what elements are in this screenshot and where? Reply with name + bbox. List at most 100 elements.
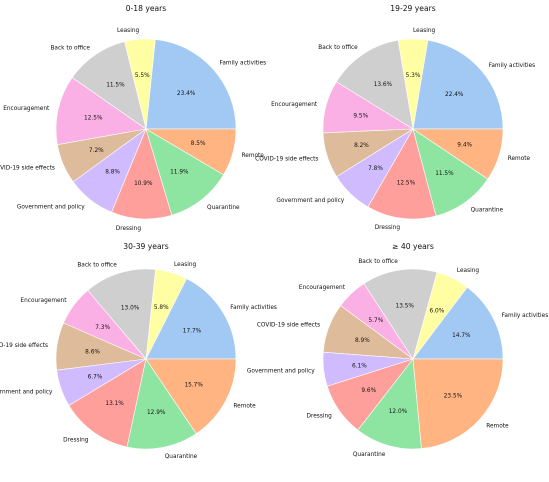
pie-panel-30-39-years: 30-39 years 17.7% Family activities 5.8% Le…	[0, 242, 277, 460]
slice-category-label: Dressing	[375, 225, 401, 231]
slice-percent-label: 14.7%	[452, 333, 471, 339]
pie-panel-0-18-years: 0-18 years 23.4% Family activities 5.5% Lea…	[0, 4, 266, 232]
slice-category-label: Back to office	[318, 45, 358, 51]
slice-category-label: Leasing	[174, 262, 197, 268]
slice-category-label: COVID-19 side effects	[0, 166, 55, 172]
slice-percent-label: 7.2%	[89, 148, 104, 154]
slice-percent-label: 9.4%	[457, 143, 472, 149]
slice-percent-label: 13.6%	[374, 82, 393, 88]
slice-percent-label: 9.6%	[361, 388, 376, 394]
chart-title: 30-39 years	[123, 242, 168, 251]
pie-slice-back-to-office	[87, 268, 156, 360]
pie-slice-back-to-office	[363, 268, 438, 360]
slice-percent-label: 8.2%	[354, 143, 369, 149]
slice-percent-label: 10.9%	[134, 181, 153, 187]
slice-percent-label: 23.5%	[444, 393, 463, 399]
chart-title: ≥ 40 years	[392, 242, 434, 251]
pie-slice-family-activities	[145, 278, 237, 360]
slice-percent-label: 8.9%	[355, 338, 370, 344]
pie-slice-family-activities	[412, 286, 504, 360]
slice-category-label: Leasing	[457, 268, 480, 274]
slice-category-label: Family activities	[489, 63, 536, 69]
slice-category-label: Encouragement	[20, 298, 67, 304]
slice-percent-label: 12.5%	[397, 181, 416, 187]
slice-percent-label: 15.7%	[184, 382, 203, 388]
slice-category-label: Quarantine	[165, 454, 198, 460]
slice-percent-label: 5.8%	[154, 305, 169, 311]
slice-category-label: Encouragement	[3, 106, 50, 112]
slice-percent-label: 23.4%	[177, 91, 196, 97]
slice-percent-label: 13.0%	[121, 305, 140, 311]
slice-category-label: Government and policy	[247, 368, 315, 374]
slice-category-label: Government and policy	[0, 389, 53, 395]
slice-category-label: Quarantine	[471, 208, 504, 214]
slice-category-label: Remote	[486, 424, 509, 430]
slice-percent-label: 13.1%	[105, 401, 124, 407]
slice-category-label: Dressing	[116, 226, 142, 232]
pie-slice-remote	[145, 358, 237, 435]
slice-percent-label: 12.9%	[147, 410, 166, 416]
slice-category-label: Dressing	[307, 414, 333, 420]
slice-category-label: Government and policy	[276, 198, 344, 204]
slice-percent-label: 17.7%	[183, 329, 202, 335]
slice-percent-label: 6.7%	[88, 375, 103, 381]
slice-category-label: Back to office	[358, 259, 398, 265]
slice-category-label: Remote	[508, 156, 531, 162]
slice-category-label: Back to office	[50, 45, 90, 51]
pie-slice-quarantine	[126, 358, 197, 450]
pie-slice-quarantine	[412, 128, 489, 217]
pie-slice-back-to-office	[71, 41, 147, 130]
slice-percent-label: 12.5%	[84, 115, 103, 121]
pie-slice-dressing	[367, 128, 437, 220]
slice-percent-label: 13.5%	[396, 304, 415, 310]
slice-percent-label: 11.5%	[435, 171, 454, 177]
slice-percent-label: 11.5%	[106, 82, 125, 88]
slice-percent-label: 5.5%	[135, 73, 150, 79]
slice-category-label: Family activities	[220, 61, 267, 67]
slice-percent-label: 7.3%	[95, 325, 110, 331]
pie-slice-remote	[144, 128, 237, 176]
slice-percent-label: 22.4%	[445, 92, 464, 98]
pie-slice-family-activities	[412, 39, 504, 130]
slice-percent-label: 7.8%	[368, 166, 383, 172]
slice-category-label: Encouragement	[271, 102, 318, 108]
slice-percent-label: 9.5%	[353, 113, 368, 119]
pie-slice-quarantine	[145, 128, 224, 216]
slice-category-label: COVID-19 side effects	[257, 323, 320, 329]
slice-category-label: Remote	[233, 404, 256, 410]
pie-slice-family-activities	[145, 39, 237, 130]
slice-percent-label: 8.8%	[105, 169, 120, 175]
pie-slice-back-to-office	[335, 39, 414, 130]
slice-category-label: Leasing	[413, 28, 436, 34]
slice-category-label: Quarantine	[353, 452, 386, 458]
pie-panel-40-plus-years: ≥ 40 years 14.7% Family activities 6.0% Lea…	[247, 242, 548, 458]
slice-percent-label: 6.1%	[352, 363, 367, 369]
chart-title: 0-18 years	[126, 4, 167, 13]
pie-slice-encouragement	[55, 77, 147, 146]
slice-category-label: Family activities	[502, 313, 549, 319]
chart-title: 19-29 years	[390, 4, 435, 13]
slice-category-label: Encouragement	[299, 285, 346, 291]
pie-panel-19-29-years: 19-29 years 22.4% Family activities 5.3% Le…	[255, 4, 535, 231]
slice-category-label: Government and policy	[17, 205, 85, 211]
pie-slice-remote	[412, 358, 504, 449]
slice-category-label: Family activities	[230, 305, 277, 311]
slice-category-label: Dressing	[63, 438, 89, 444]
pie-slice-dressing	[68, 358, 147, 448]
slice-category-label: Remote	[242, 153, 265, 159]
slice-percent-label: 8.6%	[85, 349, 100, 355]
slice-category-label: Leasing	[117, 28, 140, 34]
slice-percent-label: 8.5%	[191, 141, 206, 147]
slice-category-label: COVID-19 side effects	[255, 156, 318, 162]
slice-percent-label: 12.0%	[389, 409, 408, 415]
slice-category-label: COVID-19 side effects	[0, 343, 48, 349]
pie-slice-remote	[412, 128, 504, 180]
slice-category-label: Back to office	[77, 262, 117, 268]
slice-percent-label: 5.3%	[406, 73, 421, 79]
slice-percent-label: 5.7%	[369, 318, 384, 324]
slice-percent-label: 6.0%	[430, 309, 445, 315]
slice-percent-label: 11.9%	[170, 170, 189, 176]
pie-slice-quarantine	[357, 358, 422, 450]
slice-category-label: Quarantine	[207, 205, 240, 211]
